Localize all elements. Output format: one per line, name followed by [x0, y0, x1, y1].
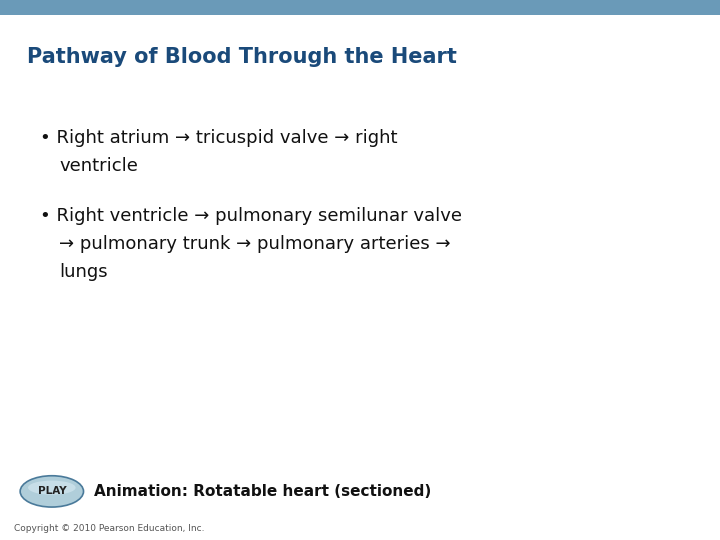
Text: ventricle: ventricle	[59, 157, 138, 175]
Text: • Right atrium → tricuspid valve → right: • Right atrium → tricuspid valve → right	[40, 129, 397, 147]
Text: lungs: lungs	[59, 263, 108, 281]
Text: Pathway of Blood Through the Heart: Pathway of Blood Through the Heart	[27, 46, 457, 67]
Text: → pulmonary trunk → pulmonary arteries →: → pulmonary trunk → pulmonary arteries →	[59, 235, 451, 253]
Text: Copyright © 2010 Pearson Education, Inc.: Copyright © 2010 Pearson Education, Inc.	[14, 524, 205, 532]
Ellipse shape	[20, 476, 84, 507]
Text: • Right ventricle → pulmonary semilunar valve: • Right ventricle → pulmonary semilunar …	[40, 207, 462, 225]
Text: Animation: Rotatable heart (sectioned): Animation: Rotatable heart (sectioned)	[94, 484, 431, 499]
FancyBboxPatch shape	[0, 0, 720, 15]
Ellipse shape	[28, 481, 76, 495]
Text: PLAY: PLAY	[37, 487, 66, 496]
